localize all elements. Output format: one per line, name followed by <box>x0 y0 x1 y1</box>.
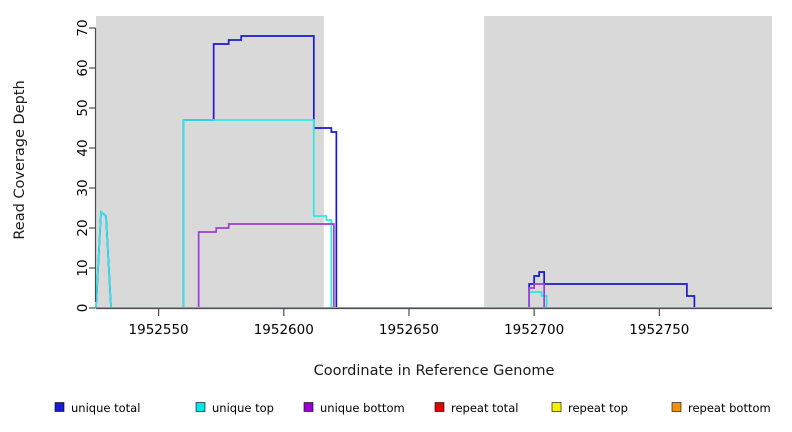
legend-label-repeat-total: repeat total <box>451 401 518 415</box>
y-axis: 0 10 20 30 40 50 60 70 <box>75 19 97 312</box>
x-tick-label: 1952550 <box>129 322 189 338</box>
repeat-region-right <box>484 16 772 308</box>
x-tick-label: 1952650 <box>379 322 439 338</box>
legend-swatch-repeat-total <box>434 402 445 412</box>
y-axis-title: Read Coverage Depth <box>12 80 28 239</box>
legend-swatch-unique-total <box>54 402 65 412</box>
legend-label-unique-top: unique top <box>212 401 274 415</box>
x-tick-group: 1952550 1952600 1952650 1952700 1952750 <box>129 308 689 338</box>
x-tick-label: 1952600 <box>254 322 314 338</box>
x-axis-title: Coordinate in Reference Genome <box>314 363 555 379</box>
y-tick-label: 20 <box>75 219 91 236</box>
y-tick-label: 30 <box>75 179 91 196</box>
chart-legend: unique total unique top unique bottom repea… <box>54 401 771 415</box>
legend-swatch-repeat-bottom <box>671 402 682 412</box>
y-tick-label: 0 <box>75 304 91 313</box>
y-tick-label: 10 <box>75 259 91 276</box>
y-tick-group: 0 10 20 30 40 50 60 70 <box>75 19 96 312</box>
legend-label-unique-total: unique total <box>71 401 140 415</box>
y-tick-label: 70 <box>75 19 91 36</box>
series-line-unique-bottom <box>96 223 772 309</box>
legend-label-repeat-bottom: repeat bottom <box>688 401 771 415</box>
legend-swatch-unique-top <box>195 402 206 412</box>
shaded-region-group <box>96 16 772 308</box>
x-axis: 1952550 1952600 1952650 1952700 1952750 <box>96 307 772 338</box>
x-tick-label: 1952750 <box>629 322 689 338</box>
x-tick-label: 1952700 <box>504 322 564 338</box>
legend-label-repeat-top: repeat top <box>568 401 628 415</box>
legend-label-unique-bottom: unique bottom <box>320 401 405 415</box>
repeat-region-left <box>96 16 324 308</box>
legend-swatch-repeat-top <box>551 402 562 412</box>
y-tick-label: 60 <box>75 59 91 76</box>
legend-swatch-unique-bottom <box>303 402 314 412</box>
y-tick-label: 50 <box>75 99 91 116</box>
y-tick-label: 40 <box>75 139 91 156</box>
